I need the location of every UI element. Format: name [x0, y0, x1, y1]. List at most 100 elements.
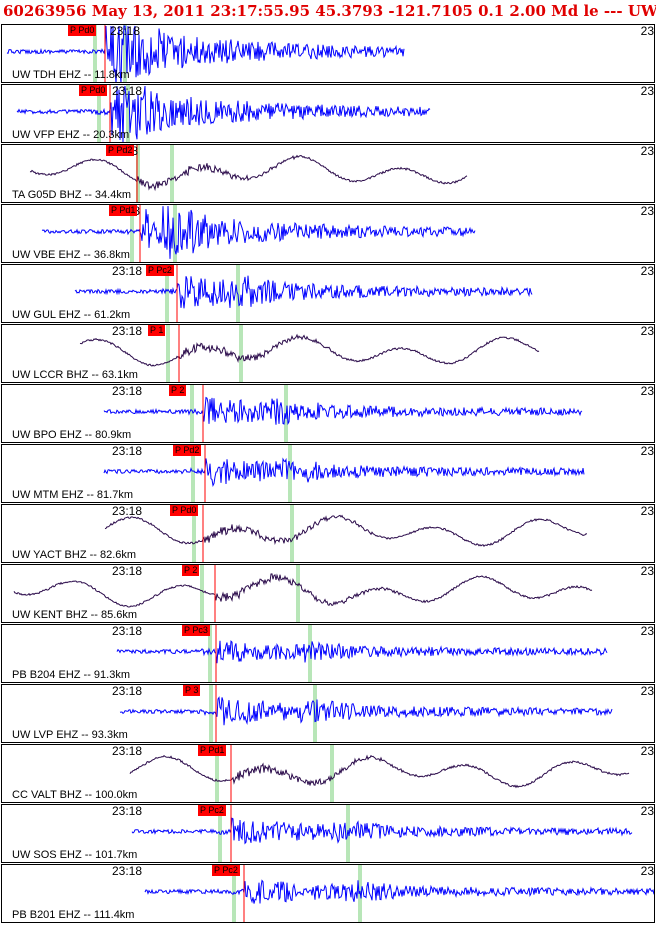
waveform-trace [129, 754, 630, 789]
s-arrival-band [330, 745, 334, 802]
time-tick-label-right: 23 [640, 204, 654, 218]
waveform-plot [79, 325, 540, 382]
event-summary-text: 60263956 May 13, 2011 23:17:55.95 45.379… [3, 2, 656, 20]
phase-pick-marker[interactable]: P Pd1 [109, 205, 138, 216]
seismogram-panel[interactable]: 23:18 23 P Pd0 UW VFP EHZ -- 20.3km [1, 84, 655, 143]
station-channel-label: UW LCCR BHZ -- 63.1km [12, 369, 138, 381]
waveform-plot [103, 385, 583, 442]
seismogram-panel[interactable]: 23:18 23 P 2 UW KENT BHZ -- 85.6km [1, 564, 655, 623]
waveform-trace [144, 879, 654, 904]
seismogram-panel[interactable]: 23:18 23 P Pd1 CC VALT BHZ -- 100.0km [1, 744, 655, 803]
waveform-trace [116, 640, 608, 664]
seismogram-panel[interactable]: 23:18 23 P 1 UW LCCR BHZ -- 63.1km [1, 324, 655, 383]
phase-pick-marker[interactable]: P 2 [169, 385, 187, 396]
phase-pick-marker[interactable]: P Pc2 [146, 265, 174, 276]
waveform-plot [131, 805, 633, 862]
time-tick-label-right: 23 [640, 744, 654, 758]
station-channel-label: UW KENT BHZ -- 85.6km [12, 609, 138, 621]
waveform-plot [144, 865, 654, 922]
station-channel-label: PB B201 EHZ -- 111.4km [12, 909, 135, 921]
time-tick-label-right: 23 [640, 84, 654, 98]
station-channel-label: UW TDH EHZ -- 11.8km [12, 69, 130, 81]
time-tick-label: 23:18 [112, 684, 143, 698]
waveform-trace [104, 514, 588, 547]
time-tick-label-right: 23 [640, 684, 654, 698]
time-tick-label: 23:18 [112, 744, 143, 758]
event-header: 60263956 May 13, 2011 23:17:55.95 45.379… [0, 0, 656, 24]
time-tick-label: 23:18 [112, 384, 143, 398]
station-channel-label: TA G05D BHZ -- 34.4km [12, 189, 131, 201]
station-channel-label: CC VALT BHZ -- 100.0km [12, 789, 138, 801]
seismogram-panel[interactable]: 23:18 23 P Pc2 PB B201 EHZ -- 111.4km [1, 864, 655, 923]
waveform-plot [74, 265, 533, 322]
station-channel-label: UW BPO EHZ -- 80.9km [12, 429, 132, 441]
waveform-trace [74, 275, 533, 309]
s-arrival-band [126, 85, 130, 142]
waveform-plot [129, 745, 630, 802]
phase-pick-marker[interactable]: P Pd0 [68, 25, 97, 36]
station-channel-label: UW VBE EHZ -- 36.8km [12, 249, 130, 261]
s-arrival-band [296, 565, 300, 622]
p-arrival-band [232, 865, 236, 922]
time-tick-label: 23:18 [110, 24, 141, 38]
seismogram-panel[interactable]: 23:18 23 P Pc2 UW SOS EHZ -- 101.7km [1, 804, 655, 863]
phase-pick-marker[interactable]: P 3 [183, 685, 201, 696]
p-arrival-band [200, 565, 204, 622]
seismogram-panel[interactable]: 23:18 23 P 2 UW BPO EHZ -- 80.9km [1, 384, 655, 443]
waveform-plot [41, 205, 476, 262]
waveform-plot [119, 685, 613, 742]
p-arrival-band [165, 265, 169, 322]
phase-pick-marker[interactable]: P Pd2 [106, 145, 135, 156]
seismogram-panel[interactable]: 23:18 23 P 3 UW LVP EHZ -- 93.3km [1, 684, 655, 743]
time-tick-label: 23:18 [112, 84, 143, 98]
s-arrival-band [170, 145, 174, 202]
time-tick-label-right: 23 [640, 564, 654, 578]
s-arrival-band [308, 625, 312, 682]
phase-pick-marker[interactable]: P Pc2 [212, 865, 240, 876]
time-tick-label-right: 23 [640, 24, 654, 38]
phase-pick-marker[interactable]: P Pd1 [198, 745, 227, 756]
waveform-trace [103, 396, 583, 426]
p-arrival-band [208, 625, 212, 682]
waveform-trace [16, 85, 431, 142]
s-arrival-band [123, 25, 127, 82]
waveform-trace [6, 25, 405, 82]
s-arrival-band [290, 505, 294, 562]
phase-pick-marker[interactable]: P Pd2 [173, 445, 202, 456]
phase-pick-marker[interactable]: P Pc3 [182, 625, 210, 636]
time-tick-label: 23:18 [112, 264, 143, 278]
p-arrival-band [166, 325, 170, 382]
s-arrival-band [173, 205, 177, 262]
phase-pick-marker[interactable]: P Pc2 [198, 805, 226, 816]
p-arrival-band [215, 745, 219, 802]
seismogram-panel[interactable]: 23:18 23 P Pc3 PB B204 EHZ -- 91.3km [1, 624, 655, 683]
phase-pick-marker[interactable]: P Pd0 [79, 85, 108, 96]
time-tick-label-right: 23 [640, 324, 654, 338]
time-tick-label: 23:18 [112, 444, 143, 458]
seismogram-panel[interactable]: 23:18 23 P Pc2 UW GUL EHZ -- 61.2km [1, 264, 655, 323]
waveform-trace [13, 573, 593, 608]
waveform-plot [103, 445, 585, 502]
seismogram-stack: 23:18 23 P Pd0 UW TDH EHZ -- 11.8km 23:18 23 P… [0, 24, 656, 926]
phase-pick-marker[interactable]: P 2 [182, 565, 200, 576]
seismogram-panel[interactable]: 23:18 23 P Pd2 UW MTM EHZ -- 81.7km [1, 444, 655, 503]
phase-pick-marker[interactable]: P 1 [148, 325, 166, 336]
waveform-plot [16, 85, 431, 142]
time-tick-label: 23:18 [112, 624, 143, 638]
p-arrival-band [192, 505, 196, 562]
waveform-plot [29, 145, 468, 202]
phase-pick-marker[interactable]: P Pd0 [170, 505, 199, 516]
station-channel-label: UW VFP EHZ -- 20.3km [12, 129, 130, 141]
p-arrival-band [190, 385, 194, 442]
station-channel-label: UW YACT BHZ -- 82.6km [12, 549, 137, 561]
seismogram-panel[interactable]: 23:18 23 P Pd0 UW TDH EHZ -- 11.8km [1, 24, 655, 83]
waveform-plot [13, 565, 593, 622]
waveform-plot [116, 625, 608, 682]
waveform-plot [6, 25, 405, 82]
time-tick-label-right: 23 [640, 144, 654, 158]
time-tick-label: 23:18 [112, 804, 143, 818]
seismogram-panel[interactable]: 23:18 23 P Pd0 UW YACT BHZ -- 82.6km [1, 504, 655, 563]
time-tick-label: 23:18 [112, 564, 143, 578]
